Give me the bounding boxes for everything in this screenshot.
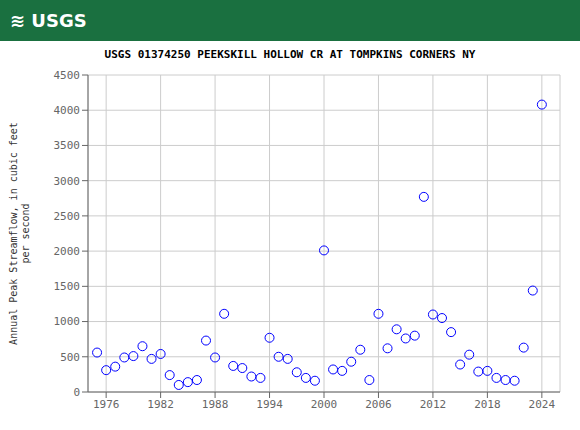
svg-text:1982: 1982 (147, 398, 174, 411)
svg-text:1500: 1500 (54, 280, 81, 293)
svg-text:2500: 2500 (54, 210, 81, 223)
html-text:USGS 01374250 PEEKSKILL HOLLOW: USGS 01374250 PEEKSKILL HOLLOW CR AT TOM… (104, 47, 476, 61)
svg-text:1994: 1994 (256, 398, 283, 411)
svg-text:3000: 3000 (54, 175, 81, 188)
svg-text:2012: 2012 (420, 398, 447, 411)
svg-text:2006: 2006 (365, 398, 392, 411)
svg-text:Annual Peak Streamflow, in cub: Annual Peak Streamflow, in cubic feetper… (8, 122, 31, 345)
svg-text:2018: 2018 (474, 398, 501, 411)
svg-text:2000: 2000 (54, 245, 81, 258)
svg-text:2000: 2000 (311, 398, 338, 411)
svg-text:1000: 1000 (54, 315, 81, 328)
svg-text:1988: 1988 (202, 398, 229, 411)
svg-text:4500: 4500 (54, 69, 81, 82)
svg-text:4000: 4000 (54, 104, 81, 117)
svg-text:1976: 1976 (93, 398, 120, 411)
svg-text:500: 500 (60, 351, 80, 364)
svg-text:0: 0 (73, 386, 80, 399)
svg-text:2024: 2024 (529, 398, 556, 411)
svg-text:3500: 3500 (54, 139, 81, 152)
html-text:≋ USGS: ≋ USGS (10, 10, 87, 31)
